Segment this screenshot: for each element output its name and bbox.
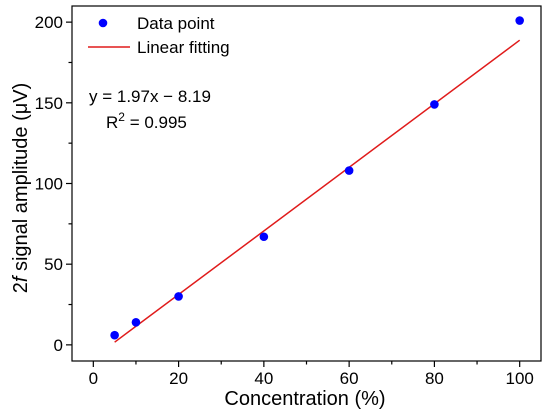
data-point [174, 292, 183, 301]
y-tick-label-200: 200 [35, 13, 63, 32]
x-tick-label-20: 20 [169, 369, 188, 388]
r-squared-annotation: R2 = 0.995 [106, 110, 187, 132]
x-tick-label-0: 0 [89, 369, 98, 388]
legend-label-linear-fitting: Linear fitting [137, 38, 230, 57]
x-tick-label-100: 100 [505, 369, 533, 388]
data-point [110, 330, 119, 340]
x-tick-labels: 0 20 40 60 80 100 [89, 369, 534, 388]
data-point [131, 317, 141, 327]
x-tick-label-40: 40 [254, 369, 273, 388]
x-tick-label-80: 80 [425, 369, 444, 388]
y-tick-label-150: 150 [35, 94, 63, 113]
x-axis-title: Concentration (%) [224, 388, 385, 410]
data-point [344, 166, 354, 175]
legend-marker-data-point [98, 18, 108, 28]
data-point [515, 16, 524, 25]
x-tick-label-60: 60 [340, 369, 359, 388]
y-tick-label-100: 100 [35, 175, 63, 194]
axis-ticks [66, 21, 521, 367]
y-axis-title: 2f signal amplitude (μV) [10, 83, 32, 294]
data-point [259, 232, 269, 242]
legend-label-data-point: Data point [137, 14, 215, 33]
y-tick-label-0: 0 [54, 336, 63, 355]
data-points [110, 16, 524, 340]
plot-frame [71, 5, 542, 362]
fit-equation: y = 1.97x − 8.19 [89, 87, 211, 106]
y-tick-label-50: 50 [44, 255, 63, 274]
y-tick-labels: 0 50 100 150 200 [35, 13, 63, 355]
legend: Data point Linear fitting [88, 14, 230, 57]
linear-fit-line [114, 39, 521, 343]
data-point [430, 100, 439, 109]
